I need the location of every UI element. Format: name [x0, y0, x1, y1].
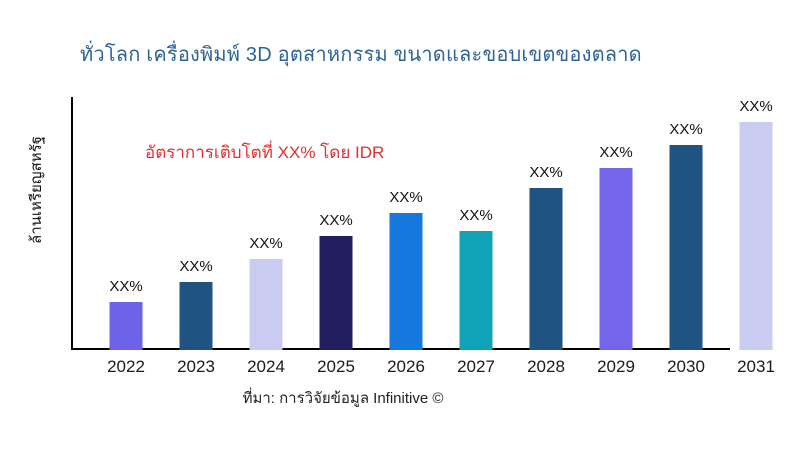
bar-value-label: XX% [459, 207, 493, 224]
plot-area: อัตราการเติบโตที่ XX% โดย IDR XX% 2022 XX%… [71, 97, 783, 376]
bar-value-label: XX% [599, 144, 633, 161]
bar-2022 [109, 302, 143, 350]
x-tick-label: 2025 [317, 357, 355, 376]
bar-group-2029: XX% 2029 [581, 97, 651, 376]
bar-group-2022: XX% 2022 [91, 97, 161, 376]
bar-group-2028: XX% 2028 [511, 97, 581, 376]
bar-2029 [599, 168, 633, 350]
bar-value-label: XX% [389, 189, 423, 206]
growth-annotation: อัตราการเติบโตที่ XX% โดย IDR [145, 143, 385, 162]
x-tick-label: 2028 [527, 357, 565, 376]
bar-2028 [529, 188, 563, 350]
bar-group-2024: XX% 2024 [231, 97, 301, 376]
bar-value-label: XX% [319, 212, 353, 229]
bar-2030 [669, 145, 703, 350]
bar-value-label: XX% [179, 258, 213, 275]
bar-group-2030: XX% 2030 [651, 97, 721, 376]
bar-2027 [459, 231, 493, 350]
bar-value-label: XX% [669, 121, 703, 138]
bar-2023 [179, 282, 213, 350]
y-axis-label: ล้านเหรียญสหรัฐ [28, 136, 45, 244]
bar-group-2025: XX% 2025 [301, 97, 371, 376]
y-axis-line [71, 97, 73, 350]
x-tick-label: 2024 [247, 357, 285, 376]
source-text: ที่มา: การวิจัยข้อมูล Infinitive © [242, 390, 444, 407]
x-tick-label: 2029 [597, 357, 635, 376]
bar-value-label: XX% [739, 98, 773, 115]
bar-group-2027: XX% 2027 [441, 97, 511, 376]
bar-2031 [739, 122, 773, 350]
bar-group-2031: XX% 2031 [721, 97, 791, 376]
bar-2025 [319, 236, 353, 350]
x-tick-label: 2031 [737, 357, 775, 376]
bar-group-2026: XX% 2026 [371, 97, 441, 376]
bar-group-2023: XX% 2023 [161, 97, 231, 376]
bar-2026 [389, 213, 423, 350]
chart-title: ทั่วโลก เครื่องพิมพ์ 3D อุตสาหกรรม ขนาดแ… [80, 44, 642, 66]
x-tick-label: 2030 [667, 357, 705, 376]
bar-value-label: XX% [109, 278, 143, 295]
x-tick-label: 2027 [457, 357, 495, 376]
bar-2024 [249, 259, 283, 350]
x-tick-label: 2026 [387, 357, 425, 376]
bar-value-label: XX% [529, 164, 563, 181]
x-tick-label: 2023 [177, 357, 215, 376]
bar-value-label: XX% [249, 235, 283, 252]
x-tick-label: 2022 [107, 357, 145, 376]
